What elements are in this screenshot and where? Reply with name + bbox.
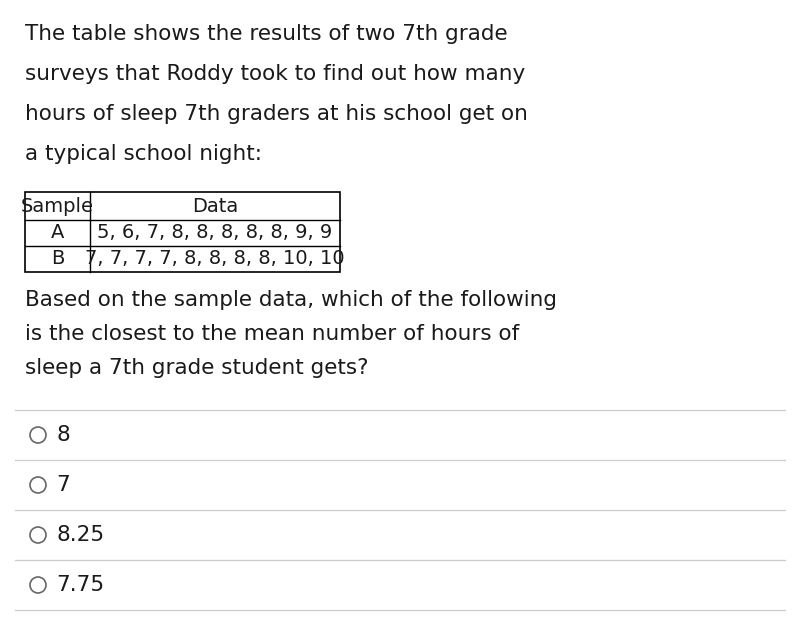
Text: Sample: Sample [21,197,94,215]
Text: sleep a 7th grade student gets?: sleep a 7th grade student gets? [25,358,369,378]
Text: is the closest to the mean number of hours of: is the closest to the mean number of hou… [25,324,519,344]
Text: B: B [51,249,64,269]
Bar [25,192,340,272]
Text: 5, 6, 7, 8, 8, 8, 8, 8, 9, 9: 5, 6, 7, 8, 8, 8, 8, 8, 9, 9 [98,223,333,243]
Text: Data: Data [192,197,238,215]
Bar [25,192,340,272]
Text: 7.75: 7.75 [56,575,104,595]
Text: 7, 7, 7, 7, 8, 8, 8, 8, 10, 10: 7, 7, 7, 7, 8, 8, 8, 8, 10, 10 [85,249,345,269]
Text: The table shows the results of two 7th grade: The table shows the results of two 7th g… [25,24,508,44]
Text: surveys that Roddy took to find out how many: surveys that Roddy took to find out how … [25,64,526,84]
Text: Based on the sample data, which of the following: Based on the sample data, which of the f… [25,290,557,310]
Text: 7: 7 [56,475,70,495]
Text: hours of sleep 7th graders at his school get on: hours of sleep 7th graders at his school… [25,104,528,124]
Text: 8: 8 [56,425,70,445]
Text: 8.25: 8.25 [56,525,104,545]
Text: A: A [51,223,64,243]
Text: a typical school night:: a typical school night: [25,144,262,164]
